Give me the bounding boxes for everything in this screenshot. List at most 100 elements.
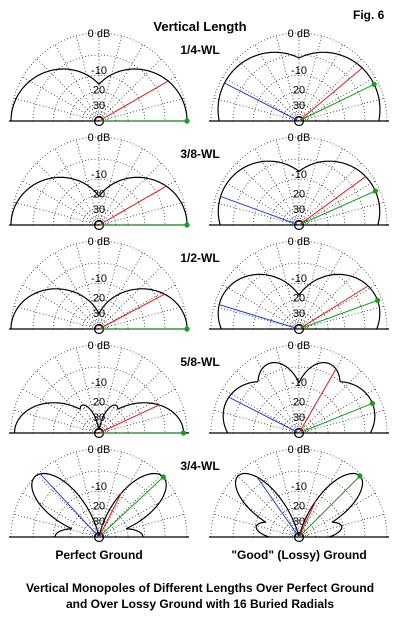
red-elevation-line bbox=[98, 404, 160, 434]
red-elevation-line bbox=[98, 80, 169, 122]
radiation-pattern bbox=[217, 273, 381, 330]
grid-spoke bbox=[98, 148, 144, 226]
grid-spoke bbox=[298, 409, 385, 434]
peak-marker bbox=[357, 473, 363, 479]
scale-label: 20 bbox=[93, 84, 105, 96]
grid-spoke bbox=[36, 370, 100, 434]
pattern-row: 0 dB -10 20 30 0 dB -10 20 30 1/4-WL bbox=[9, 28, 389, 127]
grid-spoke bbox=[298, 162, 362, 226]
scale-label: 20 bbox=[293, 396, 305, 408]
grid-spoke bbox=[98, 266, 162, 330]
scale-label: 30 bbox=[93, 100, 105, 112]
grid-spoke bbox=[98, 201, 185, 226]
grid-spoke bbox=[222, 76, 300, 122]
scale-label: 0 dB bbox=[288, 132, 311, 144]
scale-label: -10 bbox=[91, 273, 107, 285]
peak-marker bbox=[369, 400, 376, 406]
grid-ring bbox=[210, 240, 388, 330]
blue-elevation-line bbox=[220, 195, 300, 226]
scale-label: 0 dB bbox=[88, 132, 111, 144]
grid-spoke bbox=[36, 58, 100, 122]
scale-label: 20 bbox=[93, 396, 105, 408]
green-elevation-line bbox=[298, 190, 376, 226]
grid-spoke bbox=[213, 409, 300, 434]
pattern-row: 0 dB -10 20 30 0 dB -10 20 30 3/8-WL bbox=[9, 132, 389, 231]
peak-marker bbox=[184, 118, 190, 124]
grid-spoke bbox=[13, 97, 100, 122]
grid-ring bbox=[10, 136, 188, 226]
grid-spoke bbox=[13, 409, 100, 434]
row-length-label: 3/4-WL bbox=[180, 459, 219, 473]
peak-marker bbox=[160, 474, 166, 480]
grid-spoke bbox=[222, 492, 300, 538]
radiation-pattern bbox=[217, 160, 381, 226]
scale-label: 20 bbox=[293, 188, 305, 200]
grid-spoke bbox=[36, 266, 100, 330]
blue-elevation-line bbox=[228, 396, 300, 434]
grid-ring bbox=[10, 448, 188, 538]
grid-spoke bbox=[213, 201, 300, 226]
peak-marker bbox=[374, 297, 381, 304]
column-label-lossy: "Good" (Lossy) Ground bbox=[231, 548, 366, 562]
peak-marker bbox=[371, 81, 377, 87]
red-elevation-line bbox=[298, 285, 369, 330]
radiation-pattern bbox=[217, 51, 381, 122]
radiation-pattern bbox=[10, 176, 188, 225]
grid-spoke bbox=[98, 460, 144, 538]
green-elevation-line bbox=[298, 475, 361, 538]
figure-title: Vertical Length bbox=[153, 19, 246, 34]
green-elevation-line bbox=[298, 402, 373, 434]
grid-spoke bbox=[236, 162, 300, 226]
scale-label: -10 bbox=[291, 481, 307, 493]
grid-spoke bbox=[298, 97, 385, 122]
grid-ring bbox=[210, 344, 388, 434]
grid-spoke bbox=[298, 148, 344, 226]
scale-label: 20 bbox=[93, 292, 105, 304]
grid-spoke bbox=[236, 58, 300, 122]
grid-ring bbox=[10, 344, 188, 434]
scale-label: 30 bbox=[293, 204, 305, 216]
grid-spoke bbox=[22, 180, 100, 226]
scale-label: 0 dB bbox=[88, 28, 111, 40]
scale-label: 0 dB bbox=[288, 236, 311, 248]
grid-spoke bbox=[222, 284, 300, 330]
red-elevation-line bbox=[98, 293, 165, 330]
scale-label: 0 dB bbox=[288, 444, 311, 456]
peak-marker bbox=[180, 430, 187, 436]
red-elevation-line bbox=[298, 368, 337, 434]
grid-spoke bbox=[22, 284, 100, 330]
scale-label: -10 bbox=[291, 169, 307, 181]
grid-spoke bbox=[298, 44, 344, 122]
grid-spoke bbox=[236, 370, 300, 434]
grid-spoke bbox=[22, 388, 100, 434]
origin-marker bbox=[93, 531, 105, 543]
red-elevation-line bbox=[298, 67, 363, 122]
grid-ring bbox=[210, 136, 388, 226]
grid-spoke bbox=[98, 44, 144, 122]
scale-label: 30 bbox=[293, 516, 305, 528]
grid-spoke bbox=[298, 388, 376, 434]
scale-label: -10 bbox=[91, 65, 107, 77]
scale-label: 0 dB bbox=[288, 28, 311, 40]
green-elevation-line bbox=[298, 83, 375, 122]
origin-marker bbox=[293, 323, 305, 335]
figure-label: Fig. 6 bbox=[353, 8, 385, 22]
scale-label: 30 bbox=[93, 204, 105, 216]
grid-spoke bbox=[98, 388, 176, 434]
scale-label: 0 dB bbox=[88, 236, 111, 248]
grid-ring bbox=[10, 240, 188, 330]
peak-marker bbox=[184, 326, 190, 332]
row-length-label: 1/4-WL bbox=[180, 43, 219, 57]
red-elevation-line bbox=[298, 176, 366, 226]
caption-line-2: and Over Lossy Ground with 16 Buried Rad… bbox=[66, 597, 334, 611]
scale-label: -10 bbox=[291, 65, 307, 77]
red-elevation-line bbox=[98, 185, 167, 226]
scale-label: -10 bbox=[291, 273, 307, 285]
blue-elevation-line bbox=[224, 82, 300, 122]
blue-elevation-line bbox=[219, 304, 300, 330]
grid-spoke bbox=[13, 201, 100, 226]
scale-label: 20 bbox=[93, 500, 105, 512]
row-length-label: 5/8-WL bbox=[180, 355, 219, 369]
